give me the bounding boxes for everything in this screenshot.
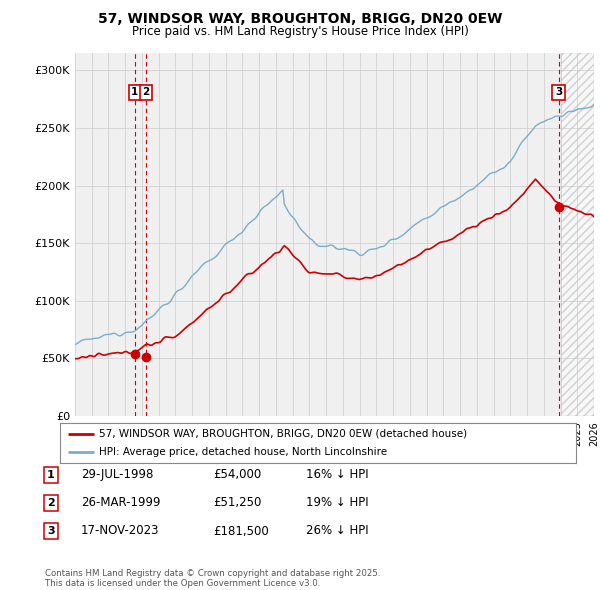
Text: 26% ↓ HPI: 26% ↓ HPI xyxy=(306,525,368,537)
Text: HPI: Average price, detached house, North Lincolnshire: HPI: Average price, detached house, Nort… xyxy=(98,447,387,457)
Text: 57, WINDSOR WAY, BROUGHTON, BRIGG, DN20 0EW: 57, WINDSOR WAY, BROUGHTON, BRIGG, DN20 … xyxy=(98,12,502,26)
Text: Price paid vs. HM Land Registry's House Price Index (HPI): Price paid vs. HM Land Registry's House … xyxy=(131,25,469,38)
Text: 2: 2 xyxy=(142,87,149,97)
Text: 16% ↓ HPI: 16% ↓ HPI xyxy=(306,468,368,481)
Text: £54,000: £54,000 xyxy=(213,468,261,481)
Text: Contains HM Land Registry data © Crown copyright and database right 2025.
This d: Contains HM Land Registry data © Crown c… xyxy=(45,569,380,588)
Text: 1: 1 xyxy=(47,470,55,480)
Text: 3: 3 xyxy=(47,526,55,536)
Text: 2: 2 xyxy=(47,498,55,507)
Text: 19% ↓ HPI: 19% ↓ HPI xyxy=(306,496,368,509)
Text: 17-NOV-2023: 17-NOV-2023 xyxy=(81,525,160,537)
Text: 29-JUL-1998: 29-JUL-1998 xyxy=(81,468,154,481)
Text: 3: 3 xyxy=(555,87,562,97)
Text: 26-MAR-1999: 26-MAR-1999 xyxy=(81,496,161,509)
Text: 1: 1 xyxy=(131,87,139,97)
Bar xyxy=(560,53,594,416)
Text: £181,500: £181,500 xyxy=(213,525,269,537)
Text: 57, WINDSOR WAY, BROUGHTON, BRIGG, DN20 0EW (detached house): 57, WINDSOR WAY, BROUGHTON, BRIGG, DN20 … xyxy=(98,429,467,439)
Text: £51,250: £51,250 xyxy=(213,496,262,509)
